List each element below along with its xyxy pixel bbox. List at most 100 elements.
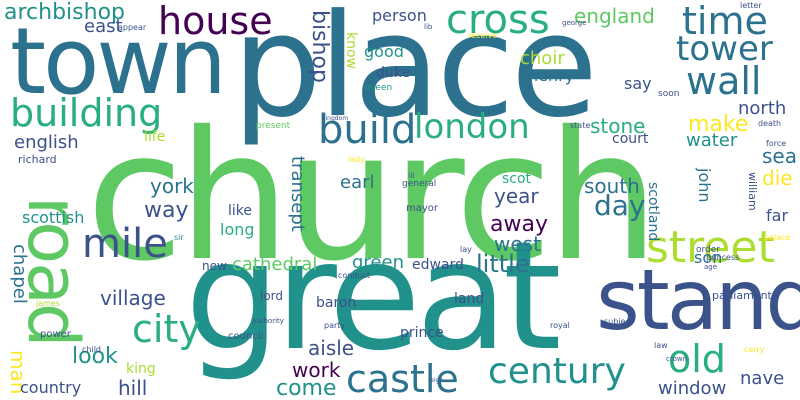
word-iii: iii bbox=[408, 171, 415, 180]
word-castle: castle bbox=[346, 357, 459, 400]
word-come: come bbox=[276, 376, 337, 400]
word-cross: cross bbox=[446, 0, 550, 43]
word-aisle: aisle bbox=[308, 336, 355, 360]
word-child: child bbox=[82, 345, 101, 354]
word-lady: lady bbox=[348, 155, 365, 164]
word-way: way bbox=[144, 198, 189, 223]
word-reign: reign bbox=[428, 377, 444, 384]
word-hill: hill bbox=[118, 376, 148, 400]
word-country: country bbox=[20, 378, 82, 397]
word-appear: appear bbox=[118, 23, 147, 32]
word-death: death bbox=[758, 119, 782, 128]
word-far: far bbox=[766, 206, 789, 225]
word-away: away bbox=[490, 212, 548, 237]
word-stand: stand bbox=[596, 251, 800, 349]
word-build: build bbox=[318, 107, 417, 153]
word-window: window bbox=[658, 378, 727, 399]
word-court: court bbox=[612, 131, 649, 147]
word-good: good bbox=[364, 42, 404, 61]
word-time: time bbox=[682, 0, 768, 43]
word-archbishop: archbishop bbox=[4, 0, 125, 25]
word-crown: crown bbox=[666, 355, 688, 363]
word-green: green bbox=[352, 252, 404, 273]
word-little: little bbox=[476, 250, 530, 278]
word-duke: duke bbox=[376, 65, 410, 81]
word-scotland: scotland bbox=[645, 182, 661, 242]
word-day: day bbox=[594, 189, 646, 222]
word-city: city bbox=[132, 307, 201, 351]
word-london: london bbox=[414, 107, 530, 147]
word-west: west bbox=[494, 232, 541, 256]
word-conduct: conduct bbox=[338, 271, 371, 280]
word-die: die bbox=[762, 166, 793, 190]
word-force: force bbox=[766, 139, 787, 148]
word-order: order bbox=[696, 245, 720, 255]
word-henry: henry bbox=[528, 66, 575, 85]
word-wall: wall bbox=[686, 59, 762, 103]
word-great: great bbox=[185, 210, 562, 384]
word-carry: carry bbox=[744, 345, 765, 354]
word-letter: letter bbox=[740, 1, 762, 10]
word-village: village bbox=[100, 286, 166, 310]
word-scottish: scottish bbox=[22, 208, 85, 227]
word-lay: lay bbox=[460, 245, 472, 254]
word-general: general bbox=[402, 179, 437, 189]
word-make: make bbox=[688, 112, 749, 137]
word-state: state bbox=[570, 121, 591, 130]
word-present: present bbox=[256, 121, 291, 131]
word-long: long bbox=[220, 220, 255, 239]
word-james: james bbox=[36, 299, 61, 308]
word-bishop: bishop bbox=[307, 10, 332, 83]
word-person: person bbox=[372, 6, 427, 25]
word-cathedral: cathedral bbox=[232, 254, 318, 275]
word-building: building bbox=[10, 91, 163, 135]
word-lord: lord bbox=[260, 289, 284, 303]
word-like: like bbox=[228, 203, 253, 219]
word-look: look bbox=[72, 344, 118, 369]
word-know: know bbox=[343, 32, 359, 69]
word-nave: nave bbox=[740, 368, 785, 389]
word-age: age bbox=[704, 263, 718, 271]
word-chapel: chapel bbox=[9, 244, 30, 304]
word-receive: receive bbox=[468, 31, 498, 40]
word-water: water bbox=[686, 130, 738, 151]
word-lib: lib bbox=[424, 23, 433, 31]
word-kingdom: kingdom bbox=[322, 115, 349, 122]
word-english: english bbox=[14, 132, 79, 153]
word-land: land bbox=[454, 291, 485, 307]
word-parliament: parliament bbox=[712, 289, 772, 302]
word-say: say bbox=[624, 74, 652, 93]
word-authority: authority bbox=[252, 317, 284, 325]
word-choir: choir bbox=[520, 48, 565, 69]
word-king: king bbox=[126, 361, 156, 377]
word-george: george bbox=[562, 19, 587, 27]
word-work: work bbox=[292, 358, 341, 382]
word-baron: baron bbox=[316, 295, 357, 311]
word-life: life bbox=[144, 129, 166, 145]
word-soon: soon bbox=[658, 89, 680, 99]
word-council: council bbox=[228, 331, 264, 342]
word-york: york bbox=[150, 174, 194, 198]
word-mile: mile bbox=[82, 221, 168, 267]
word-edward: edward bbox=[412, 257, 464, 273]
word-mayor: mayor bbox=[406, 203, 439, 214]
word-century: century bbox=[488, 351, 626, 392]
word-party: party bbox=[324, 321, 346, 330]
word-earl: earl bbox=[340, 172, 375, 193]
word-william: william bbox=[746, 172, 759, 211]
word-church: church bbox=[86, 93, 659, 300]
word-son: son bbox=[694, 248, 723, 267]
word-law: law bbox=[654, 341, 668, 350]
word-street: street bbox=[646, 222, 775, 273]
word-old: old bbox=[668, 337, 726, 381]
word-place: place bbox=[232, 0, 598, 149]
word-transept: transept bbox=[287, 156, 308, 232]
word-subject: subject bbox=[604, 317, 633, 326]
word-england: england bbox=[574, 4, 655, 28]
word-queen: queen bbox=[364, 83, 393, 93]
word-prince: prince bbox=[400, 325, 444, 341]
word-town: town bbox=[10, 8, 227, 115]
word-power: power bbox=[40, 329, 71, 340]
word-year: year bbox=[494, 184, 539, 208]
